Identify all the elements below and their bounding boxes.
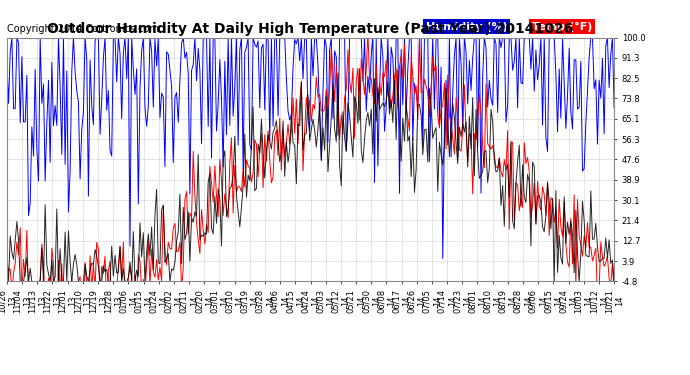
Text: Humidity (%): Humidity (%) — [426, 21, 508, 32]
Text: Copyright 2014 Cortronics.com: Copyright 2014 Cortronics.com — [7, 24, 159, 34]
Title: Outdoor Humidity At Daily High Temperature (Past Year) 20141026: Outdoor Humidity At Daily High Temperatu… — [48, 22, 573, 36]
Text: Temp (°F): Temp (°F) — [532, 21, 593, 32]
